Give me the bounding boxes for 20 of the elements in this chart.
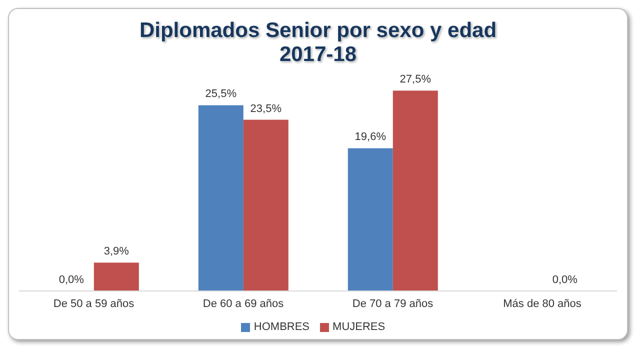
data-label: 23,5% [250,102,282,115]
x-tick-label: De 50 a 59 años [53,298,135,310]
bar [392,90,438,291]
chart-subtitle: 2017-18 [278,43,358,67]
x-tick-label: De 70 a 79 años [352,298,434,310]
x-tick-label: Más de 80 años [503,298,582,310]
data-label: 27,5% [400,74,432,86]
bar [198,105,244,291]
data-label: 25,5% [205,88,237,100]
data-label: 3,9% [104,246,130,258]
bar [243,120,288,291]
legend-label: HOMBRES [254,321,310,333]
chart-title: Diplomados Senior por sexo y edad [138,19,498,43]
bar [348,148,393,291]
data-label: 0,0% [58,274,84,286]
data-label: 0,0% [552,274,578,286]
bar [94,262,139,291]
legend-label: MUJERES [332,321,386,333]
x-tick-label: De 60 a 69 años [202,298,284,310]
data-label: 19,6% [354,131,386,144]
